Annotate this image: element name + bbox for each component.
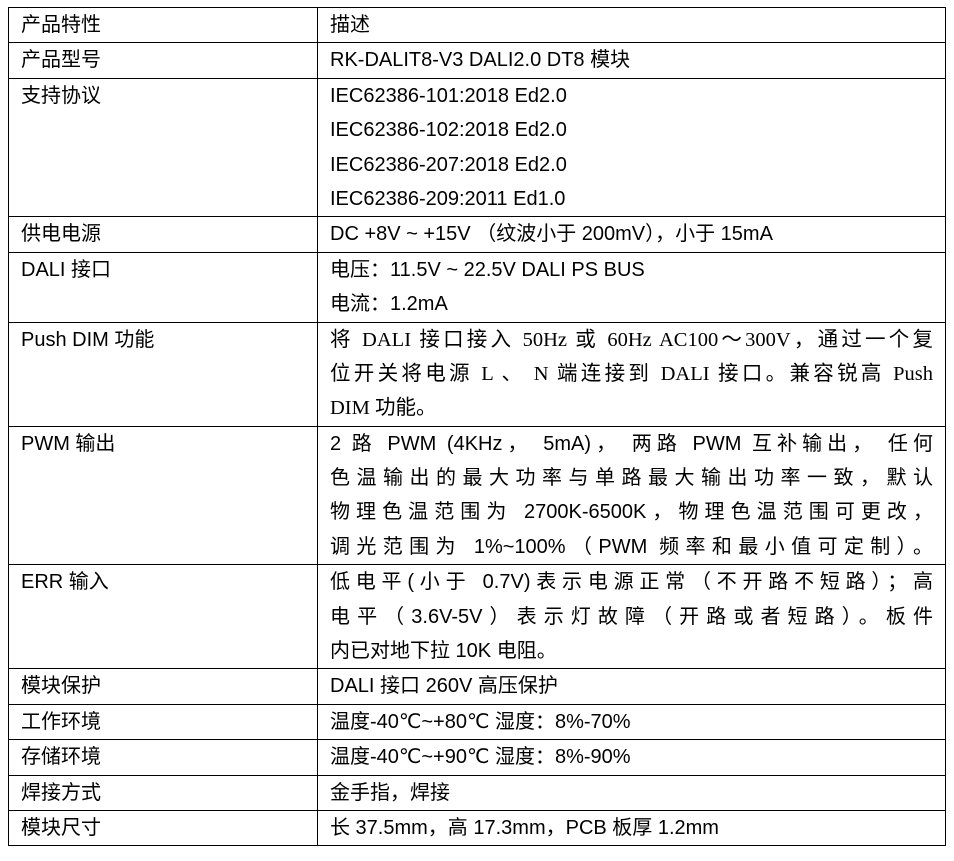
table-header-row: 产品特性 描述 xyxy=(8,6,946,44)
spec-key-text: 支持协议 xyxy=(21,84,101,107)
spec-value-line: DC +8V ~ +15V （纹波小于 200mV），小于 15mA xyxy=(330,223,773,246)
spec-value: DC +8V ~ +15V （纹波小于 200mV），小于 15mA xyxy=(317,216,946,253)
table-row: 支持协议 IEC62386-101:2018 Ed2.0 IEC62386-102:… xyxy=(8,77,946,218)
spec-key: ERR 输入 xyxy=(8,564,318,670)
spec-value-line: 电压：11.5V ~ 22.5V DALI PS BUS xyxy=(330,258,645,281)
header-key-text: 产品特性 xyxy=(21,14,101,36)
spec-value-line: IEC62386-101:2018 Ed2.0 xyxy=(330,84,567,107)
spec-key: 存储环境 xyxy=(8,739,318,776)
spec-value-line: 内已对地下拉 10K 电阻。 xyxy=(330,640,557,663)
spec-value: 低电平(小于 0.7V)表示电源正常（不开路不短路）；高 电平（3.6V-5V）表… xyxy=(317,564,946,670)
spec-key-text: 模块尺寸 xyxy=(21,816,101,839)
spec-value-line: 温度-40℃~+80℃ 湿度：8%-70% xyxy=(330,710,631,733)
spec-value: 长 37.5mm，高 17.3mm，PCB 板厚 1.2mm xyxy=(317,809,946,847)
spec-value-line: 电平（3.6V-5V）表示灯故障（开路或者短路）。板件 xyxy=(330,605,933,628)
spec-value-line: RK-DALIT8-V3 DALI2.0 DT8 模块 xyxy=(330,49,631,72)
spec-value: DALI 接口 260V 高压保护 xyxy=(317,668,946,705)
spec-value-line: 将 DALI 接口接入 50Hz 或 60Hz AC100～300V，通过一个复 xyxy=(330,328,933,351)
header-value: 描述 xyxy=(317,6,946,44)
spec-key: 产品型号 xyxy=(8,42,318,79)
table-row: 焊接方式 金手指，焊接 xyxy=(8,774,946,811)
spec-value-line: IEC62386-207:2018 Ed2.0 xyxy=(330,153,567,176)
spec-value-line: DIM 功能。 xyxy=(330,397,437,420)
spec-value: 温度-40℃~+80℃ 湿度：8%-70% xyxy=(317,703,946,741)
table-row: 工作环境 温度-40℃~+80℃ 湿度：8%-70% xyxy=(8,703,946,741)
spec-value-line: IEC62386-209:2011 Ed1.0 xyxy=(330,187,566,210)
table-row: 供电电源 DC +8V ~ +15V （纹波小于 200mV），小于 15mA xyxy=(8,216,946,253)
product-spec-table: 产品特性 描述 产品型号 RK-DALIT8-V3 DALI2.0 DT8 模块支… xyxy=(8,6,946,847)
spec-key: 供电电源 xyxy=(8,216,318,253)
spec-key-text: DALI 接口 xyxy=(21,258,112,281)
spec-key: 支持协议 xyxy=(8,77,318,218)
spec-value-line: 电流：1.2mA xyxy=(330,293,448,316)
spec-key: 模块保护 xyxy=(8,668,318,705)
spec-key-text: 焊接方式 xyxy=(21,781,101,804)
spec-key: Push DIM 功能 xyxy=(8,321,318,427)
table-row: 模块尺寸 长 37.5mm，高 17.3mm，PCB 板厚 1.2mm xyxy=(8,809,946,847)
spec-value: 金手指，焊接 xyxy=(317,774,946,811)
spec-key-text: Push DIM 功能 xyxy=(21,328,155,351)
spec-value-line: 位开关将电源 L 、 N 端连接到 DALI 接口。兼容锐高 Push xyxy=(330,362,933,385)
spec-value-line: 2 路 PWM (4KHz， 5mA)， 两路 PWM 互补输出， 任何 xyxy=(330,432,933,455)
header-value-text: 描述 xyxy=(330,14,370,36)
header-key: 产品特性 xyxy=(8,6,318,44)
spec-key-text: 工作环境 xyxy=(21,710,101,733)
spec-value-line: DALI 接口 260V 高压保护 xyxy=(330,675,558,698)
table-row: DALI 接口 电压：11.5V ~ 22.5V DALI PS BUS 电流：1.… xyxy=(8,251,946,323)
spec-key: DALI 接口 xyxy=(8,251,318,323)
table-row: 存储环境 温度-40℃~+90℃ 湿度：8%-90% xyxy=(8,739,946,776)
spec-value-line: 色温输出的最大功率与单路最大输出功率一致，默认 xyxy=(330,467,933,490)
spec-key: 焊接方式 xyxy=(8,774,318,811)
spec-value: RK-DALIT8-V3 DALI2.0 DT8 模块 xyxy=(317,42,946,79)
spec-key-text: ERR 输入 xyxy=(21,571,109,594)
spec-key: 模块尺寸 xyxy=(8,809,318,847)
spec-value-line: 温度-40℃~+90℃ 湿度：8%-90% xyxy=(330,746,631,769)
spec-key: PWM 输出 xyxy=(8,425,318,566)
spec-value-line: 长 37.5mm，高 17.3mm，PCB 板厚 1.2mm xyxy=(330,816,719,839)
spec-value-line: IEC62386-102:2018 Ed2.0 xyxy=(330,119,567,142)
spec-value: 将 DALI 接口接入 50Hz 或 60Hz AC100～300V，通过一个复… xyxy=(317,321,946,427)
spec-key-text: PWM 输出 xyxy=(21,432,116,455)
table-row: 产品型号 RK-DALIT8-V3 DALI2.0 DT8 模块 xyxy=(8,42,946,79)
spec-key-text: 模块保护 xyxy=(21,675,101,698)
spec-value: 电压：11.5V ~ 22.5V DALI PS BUS 电流：1.2mA xyxy=(317,251,946,323)
table-row: Push DIM 功能 将 DALI 接口接入 50Hz 或 60Hz AC100… xyxy=(8,321,946,427)
table-row: ERR 输入 低电平(小于 0.7V)表示电源正常（不开路不短路）；高 电平（3.6… xyxy=(8,564,946,670)
spec-value: 2 路 PWM (4KHz， 5mA)， 两路 PWM 互补输出， 任何 色温输出… xyxy=(317,425,946,566)
spec-value-line: 物理色温范围为 2700K-6500K，物理色温范围可更改， xyxy=(330,501,933,524)
table-row: PWM 输出 2 路 PWM (4KHz， 5mA)， 两路 PWM 互补输出， … xyxy=(8,425,946,566)
spec-key-text: 存储环境 xyxy=(21,746,101,769)
spec-value: IEC62386-101:2018 Ed2.0 IEC62386-102:2018… xyxy=(317,77,946,218)
spec-key-text: 供电电源 xyxy=(21,223,101,246)
spec-value-line: 调光范围为 1%~100%（PWM 频率和最小值可定制）。 xyxy=(330,535,933,558)
spec-value-line: 低电平(小于 0.7V)表示电源正常（不开路不短路）；高 xyxy=(330,571,933,594)
table-row: 模块保护 DALI 接口 260V 高压保护 xyxy=(8,668,946,705)
spec-value: 温度-40℃~+90℃ 湿度：8%-90% xyxy=(317,739,946,776)
spec-value-line: 金手指，焊接 xyxy=(330,781,450,804)
spec-key: 工作环境 xyxy=(8,703,318,741)
spec-key-text: 产品型号 xyxy=(21,49,101,72)
